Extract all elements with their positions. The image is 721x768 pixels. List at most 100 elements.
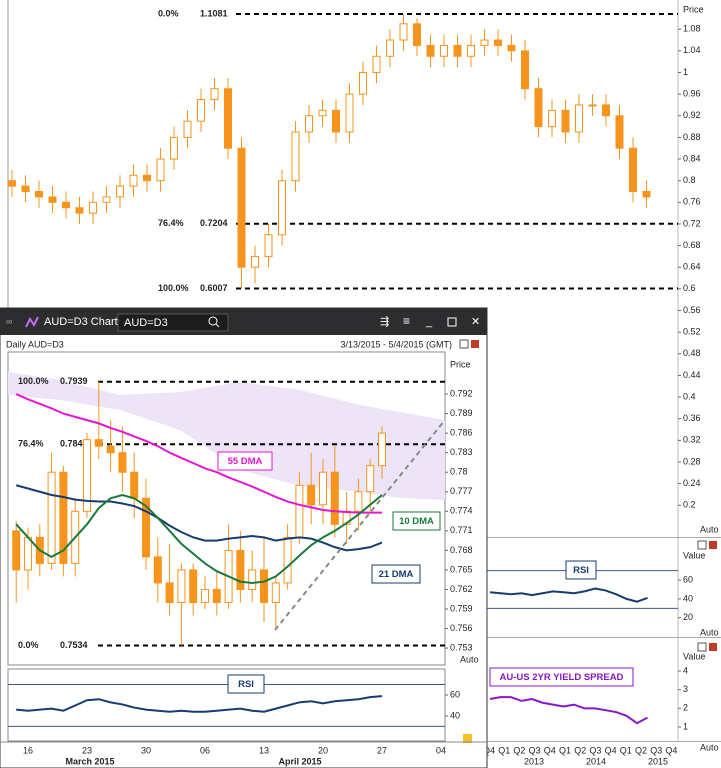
maximize-button[interactable] bbox=[447, 317, 457, 327]
candle-body bbox=[153, 556, 162, 584]
fib-label: 76.4% bbox=[18, 439, 44, 449]
y-axis-label: Value bbox=[683, 651, 705, 661]
x-month-label: April 2015 bbox=[278, 756, 321, 766]
y-tick-label: 0.32 bbox=[683, 435, 701, 445]
panel-box-icon[interactable] bbox=[697, 540, 707, 550]
x-tick-label: Q4 bbox=[665, 745, 677, 755]
y-tick-label: 0.774 bbox=[450, 506, 473, 516]
panel-close-icon[interactable] bbox=[471, 340, 479, 348]
candle-body bbox=[629, 147, 637, 192]
y-tick-label: 0.789 bbox=[450, 408, 473, 418]
series-line bbox=[489, 696, 648, 725]
menu-icon[interactable]: ≡ bbox=[403, 314, 410, 328]
panel-close-icon[interactable] bbox=[709, 541, 717, 549]
candle-body bbox=[467, 44, 475, 57]
label-box bbox=[392, 511, 441, 531]
candle-body bbox=[588, 104, 597, 107]
y-tick-label: 0.78 bbox=[450, 467, 468, 477]
search-text[interactable]: AUD=D3 bbox=[124, 317, 168, 329]
candle-body bbox=[35, 190, 43, 198]
search-box[interactable] bbox=[117, 313, 229, 332]
candle-body bbox=[89, 201, 97, 214]
y-tick-label: 0.44 bbox=[683, 370, 701, 380]
candle-body bbox=[399, 23, 408, 41]
candle-body bbox=[295, 484, 304, 538]
y-tick-label: 0.96 bbox=[683, 89, 701, 99]
series-line bbox=[15, 484, 383, 552]
panel-close-icon[interactable] bbox=[709, 643, 717, 651]
candle-body bbox=[426, 44, 435, 57]
search-icon[interactable] bbox=[215, 323, 220, 328]
cloud bbox=[8, 372, 445, 500]
y-tick-label: 0.768 bbox=[450, 545, 473, 555]
x-tick-label: Q2 bbox=[574, 745, 586, 755]
candle-body bbox=[521, 50, 529, 90]
fib-label: 76.4% bbox=[158, 218, 184, 228]
auto-button[interactable]: Auto bbox=[700, 524, 719, 534]
candle-body bbox=[260, 569, 268, 603]
y-tick-label: 0.759 bbox=[450, 603, 473, 613]
candle-body bbox=[62, 201, 70, 209]
y-tick-label: 0.56 bbox=[683, 305, 701, 315]
x-tick-label: Q4 bbox=[483, 745, 495, 755]
y-tick-label: 0.64 bbox=[683, 262, 701, 272]
panel-box-icon[interactable] bbox=[697, 642, 707, 652]
y-axis-label: Value bbox=[683, 550, 705, 560]
candle-body bbox=[283, 536, 292, 584]
x-tick-label: Q1 bbox=[559, 745, 571, 755]
y-tick-label: 0.24 bbox=[683, 478, 701, 488]
candle-body bbox=[183, 120, 192, 138]
y-tick-label: 0.72 bbox=[683, 218, 701, 228]
candle-body bbox=[354, 491, 363, 512]
y-tick-label: 0.771 bbox=[450, 525, 473, 535]
x-tick-label: Q2 bbox=[513, 745, 525, 755]
y-tick-label: 1.04 bbox=[683, 45, 701, 55]
y-tick-label: 0.756 bbox=[450, 623, 473, 633]
auto-button[interactable]: Auto bbox=[700, 742, 719, 752]
fib-label: 100.0% bbox=[158, 283, 189, 293]
label-box bbox=[565, 560, 597, 580]
close-button[interactable]: ✕ bbox=[471, 316, 480, 328]
candle-body bbox=[307, 484, 316, 506]
candle-body bbox=[48, 196, 57, 203]
minimize-button[interactable]: _ bbox=[425, 316, 433, 328]
fib-value: 0.7534 bbox=[60, 640, 88, 650]
fib-value: 1.1081 bbox=[200, 8, 228, 18]
candle-body bbox=[359, 71, 367, 95]
auto-button[interactable]: Auto bbox=[460, 654, 479, 664]
candle-body bbox=[83, 439, 91, 512]
series-line bbox=[15, 393, 382, 514]
search-icon[interactable] bbox=[208, 316, 218, 326]
candle-body bbox=[8, 180, 16, 187]
candle-body bbox=[318, 109, 327, 117]
y-axis-label: Price bbox=[450, 359, 471, 369]
fib-label: 0.0% bbox=[158, 8, 179, 18]
rsi-plot-area bbox=[7, 668, 446, 742]
y-tick-label: 0.777 bbox=[450, 486, 473, 496]
fib-label: 0.0% bbox=[18, 640, 39, 650]
candle-body bbox=[440, 44, 448, 57]
y-tick-label: 0.2 bbox=[683, 500, 696, 510]
y-axis-label: Price bbox=[683, 4, 704, 14]
x-tick-label: 13 bbox=[259, 745, 269, 755]
layout-icon[interactable]: ⇶ bbox=[380, 315, 389, 328]
x-tick-label: Q2 bbox=[635, 745, 647, 755]
candle-body bbox=[156, 158, 165, 182]
lock-icon[interactable] bbox=[463, 734, 472, 743]
panel-box-icon[interactable] bbox=[459, 339, 469, 349]
candle-body bbox=[264, 234, 273, 257]
series-label: AU-US 2YR YIELD SPREAD bbox=[500, 672, 624, 683]
candle-body bbox=[305, 115, 313, 133]
series-label: 10 DMA bbox=[399, 516, 434, 527]
chart-icon bbox=[25, 316, 39, 328]
x-tick-label: Q3 bbox=[589, 745, 601, 755]
y-tick-label: 0.6 bbox=[683, 283, 696, 293]
auto-button[interactable]: Auto bbox=[700, 627, 719, 637]
link-icon[interactable]: ∞ bbox=[6, 316, 12, 326]
candle-body bbox=[332, 109, 340, 133]
chart-subtitle: Daily AUD=D3 bbox=[6, 339, 64, 349]
candle-body bbox=[143, 174, 151, 182]
candle-body bbox=[480, 39, 489, 46]
x-tick-label: 23 bbox=[82, 745, 92, 755]
candle-body bbox=[21, 185, 30, 192]
